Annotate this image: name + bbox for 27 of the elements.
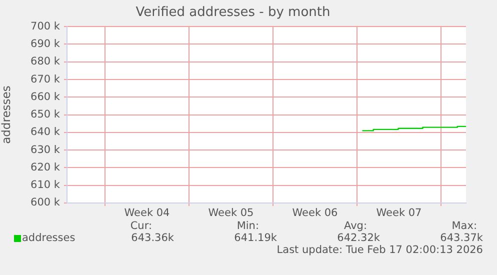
text: 643.36k <box>131 232 174 244</box>
y-tick-label: 660 k <box>30 90 61 103</box>
y-tick-label: 680 k <box>30 56 61 68</box>
x-tick-label: Week 07 <box>376 207 422 220</box>
text: Last update: Tue Feb 17 02:00:13 2026 <box>276 244 483 256</box>
text: 642.32k <box>337 232 380 244</box>
text: 643.37k <box>440 232 483 244</box>
y-tick-label: 670 k <box>30 73 61 86</box>
y-tick-label: 620 k <box>30 161 61 174</box>
y-tick-label: 600 k <box>30 196 61 209</box>
text: Max: <box>452 220 477 232</box>
chart-title: Verified addresses - by month <box>136 5 330 20</box>
x-tick-label: Week 04 <box>124 207 170 220</box>
text: Avg: <box>344 220 367 232</box>
legend-label: addresses <box>22 232 76 244</box>
y-tick-label: 610 k <box>30 179 61 192</box>
y-tick-label: 690 k <box>30 38 61 50</box>
y-tick-label: 640 k <box>30 126 61 138</box>
y-tick-label: 700 k <box>30 20 61 32</box>
y-axis-title: addresses <box>0 86 13 144</box>
text: Min: <box>236 220 259 232</box>
text: 641.19k <box>234 232 277 244</box>
x-tick-label: Week 05 <box>208 207 254 220</box>
x-tick-label: Week 06 <box>292 207 338 220</box>
y-tick-label: 650 k <box>30 108 61 121</box>
text: Cur: <box>130 220 152 232</box>
y-tick-label: 630 k <box>30 144 61 156</box>
